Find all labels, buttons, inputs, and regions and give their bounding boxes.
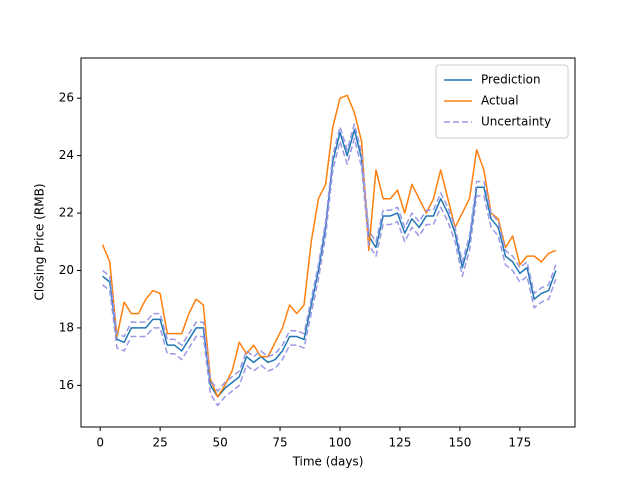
y-tick-label: 26 [59, 91, 74, 105]
x-tick-label: 0 [96, 436, 104, 450]
uncertainty-upper [102, 123, 557, 392]
legend-label: Actual [481, 94, 519, 108]
y-axis-label: Closing Price (RMB) [33, 183, 47, 300]
legend-label: Prediction [481, 73, 541, 87]
x-tick-label: 150 [448, 436, 471, 450]
x-tick-label: 100 [329, 436, 352, 450]
y-tick-label: 16 [59, 378, 74, 392]
x-tick-label: 175 [508, 436, 531, 450]
x-tick-label: 25 [152, 436, 167, 450]
plot-frame [80, 57, 576, 428]
x-tick-label: 50 [212, 436, 227, 450]
series-line [101, 94, 557, 398]
y-tick-label: 20 [59, 263, 74, 277]
y-tick-label: 22 [59, 206, 74, 220]
legend-box [435, 64, 569, 139]
y-tick-label: 18 [59, 320, 74, 334]
x-axis-label: Time (days) [292, 455, 364, 469]
x-tick-label: 75 [272, 436, 287, 450]
legend-label: Uncertainty [481, 115, 551, 129]
x-tick-label: 125 [388, 436, 411, 450]
y-tick-label: 24 [59, 148, 74, 162]
uncertainty-lower [102, 137, 557, 407]
